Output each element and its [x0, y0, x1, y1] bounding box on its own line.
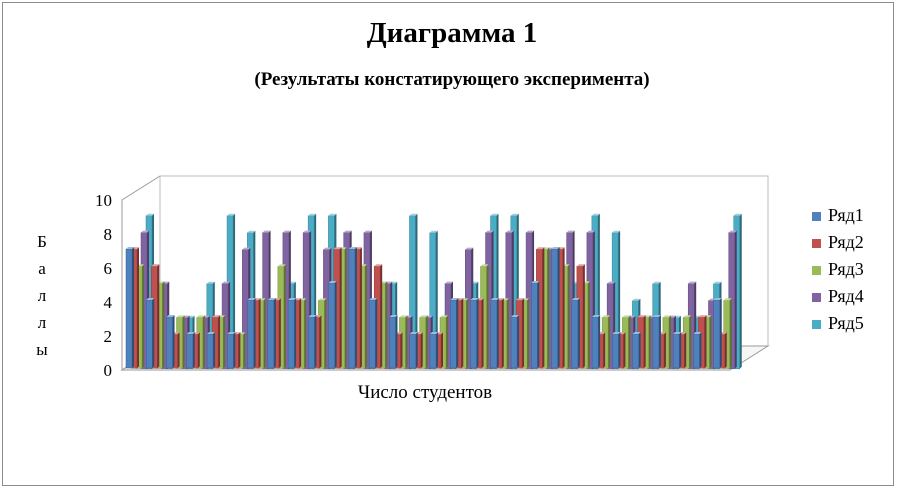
bar — [490, 298, 499, 369]
y-tick-label: 10 — [95, 191, 112, 210]
bar — [672, 332, 682, 369]
bar-marks — [125, 213, 742, 370]
y-tick-label: 6 — [104, 259, 113, 278]
bar — [571, 298, 580, 369]
bar — [287, 298, 297, 369]
y-axis-label-letter: л — [37, 313, 47, 332]
y-tick-label: 8 — [104, 225, 113, 244]
legend-label: Ряд5 — [828, 313, 864, 333]
bar — [551, 247, 560, 369]
legend-label: Ряд4 — [828, 286, 864, 306]
bar — [450, 298, 459, 369]
bar — [632, 332, 641, 369]
bar — [652, 315, 661, 369]
bar — [693, 332, 702, 369]
bar — [206, 332, 216, 369]
y-axis-label-letter: л — [37, 286, 47, 305]
y-axis-ticks: 0 2 4 6 8 10 — [95, 191, 113, 380]
x-axis-label: Число студентов — [357, 382, 493, 403]
bar — [612, 332, 621, 369]
bar — [227, 332, 236, 369]
bar — [389, 315, 398, 369]
bar — [713, 298, 722, 369]
bar — [591, 315, 601, 369]
bar — [409, 332, 418, 369]
legend-swatch — [812, 293, 821, 302]
bar — [328, 281, 337, 369]
y-axis-label-letter: а — [38, 259, 46, 278]
legend-swatch — [812, 266, 821, 275]
legend-swatch — [812, 239, 821, 248]
legend-label: Ряд1 — [828, 205, 864, 225]
bar — [125, 247, 134, 369]
bar — [348, 247, 357, 369]
bar — [166, 315, 175, 369]
bar — [146, 298, 155, 369]
bar — [247, 298, 256, 369]
bar — [186, 332, 195, 369]
y-tick-label: 4 — [104, 293, 113, 312]
legend-swatch — [812, 320, 821, 329]
bar — [308, 315, 317, 369]
bar — [409, 213, 418, 370]
y-tick-label: 2 — [104, 327, 113, 346]
legend-swatch — [812, 212, 821, 221]
bar — [470, 298, 479, 369]
bar — [267, 298, 276, 369]
y-axis-label-letter: ы — [36, 340, 48, 359]
chart-title: Диаграмма 1 — [366, 17, 538, 49]
chart-subtitle: (Результаты констатирующего эксперимента… — [254, 69, 650, 90]
bar — [510, 315, 520, 369]
y-axis-label-letter: Б — [37, 232, 47, 251]
bar — [429, 332, 438, 369]
bar — [368, 298, 378, 369]
bar — [531, 281, 540, 369]
y-tick-label: 0 — [104, 361, 113, 380]
legend-label: Ряд2 — [828, 232, 864, 252]
legend-label: Ряд3 — [828, 259, 864, 279]
